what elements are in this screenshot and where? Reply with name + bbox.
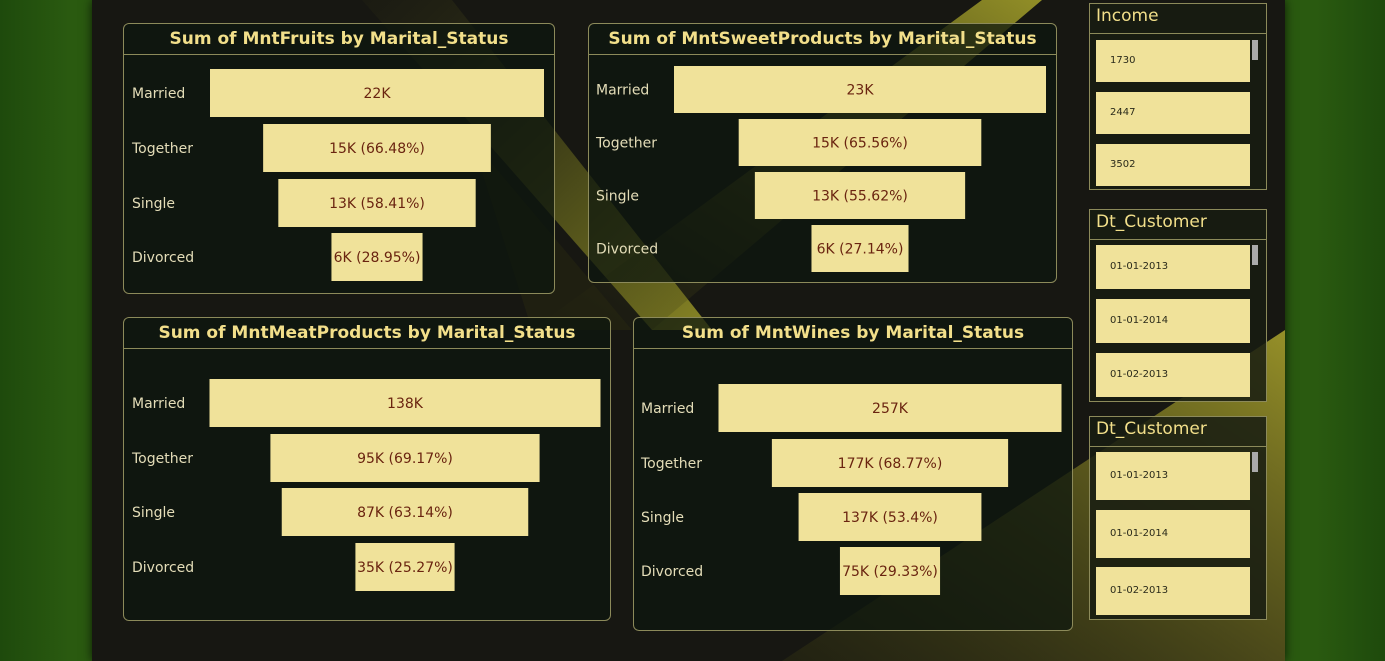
funnel-bar-married[interactable]: [209, 379, 601, 427]
category-label: Single: [132, 196, 175, 212]
chart-panel-wines[interactable]: Sum of MntWines by Marital_Status 257K Ma…: [633, 317, 1073, 631]
data-label: 138K: [387, 396, 424, 412]
chart-title: Sum of MntMeatProducts by Marital_Status: [124, 318, 610, 349]
slicer-item[interactable]: 1730: [1096, 40, 1250, 82]
category-label: Together: [640, 456, 702, 472]
funnel-bar-single[interactable]: [281, 488, 529, 536]
category-label: Divorced: [132, 250, 194, 266]
dt-customer-slicer-1[interactable]: Dt_Customer 01-01-2013 01-01-2014 01-02-…: [1089, 209, 1267, 402]
report-canvas: Sum of MntFruits by Marital_Status 22K Ma…: [92, 0, 1285, 661]
data-label: 13K (58.41%): [329, 196, 425, 212]
slicer-divider: [1090, 239, 1266, 240]
category-label: Divorced: [596, 242, 658, 258]
dt-customer-slicer-2[interactable]: Dt_Customer 01-01-2013 01-01-2014 01-02-…: [1089, 416, 1267, 620]
data-label: 6K (28.95%): [334, 250, 421, 266]
slicer-item[interactable]: 2447: [1096, 92, 1250, 134]
slicer-item[interactable]: 3502: [1096, 144, 1250, 186]
slicer-scrollbar[interactable]: [1252, 245, 1258, 265]
funnel-chart-fruits: 22K Married 15K (66.48%) Together 13K (58.41…: [131, 69, 544, 281]
data-label: 137K (53.4%): [842, 510, 938, 526]
funnel-bar-divorced[interactable]: [839, 547, 941, 595]
slicer-item[interactable]: 01-01-2013: [1096, 245, 1250, 289]
data-label: 87K (63.14%): [357, 505, 453, 521]
data-label: 22K: [364, 86, 392, 102]
data-label: 35K (25.27%): [357, 560, 453, 576]
category-label: Single: [132, 505, 175, 521]
category-label: Together: [131, 451, 193, 467]
slicer-divider: [1090, 33, 1266, 34]
funnel-bar-single[interactable]: [278, 179, 476, 227]
funnel-bar-single[interactable]: [798, 493, 982, 541]
data-label: 95K (69.17%): [357, 451, 453, 467]
slicer-scrollbar[interactable]: [1252, 452, 1258, 472]
slicer-item[interactable]: 01-02-2013: [1096, 353, 1250, 397]
funnel-chart-wines: 257K Married 177K (68.77%) Together 137K (53…: [640, 384, 1062, 595]
slicer-item[interactable]: 01-01-2014: [1096, 299, 1250, 343]
income-slicer[interactable]: Income 1730 2447 3502: [1089, 3, 1267, 190]
funnel-bar-married[interactable]: [210, 69, 544, 117]
slicer-item[interactable]: 01-01-2013: [1096, 452, 1250, 500]
category-label: Divorced: [132, 560, 194, 576]
data-label: 13K (55.62%): [812, 189, 908, 205]
category-label: Married: [132, 396, 185, 412]
funnel-bar-divorced[interactable]: [331, 233, 423, 281]
chart-panel-meat-products[interactable]: Sum of MntMeatProducts by Marital_Status…: [123, 317, 611, 621]
chart-title: Sum of MntFruits by Marital_Status: [124, 24, 554, 55]
funnel-bar-together[interactable]: [263, 124, 491, 172]
category-label: Married: [132, 86, 185, 102]
chart-panel-sweet-products[interactable]: Sum of MntSweetProducts by Marital_Statu…: [588, 23, 1057, 283]
funnel-bar-married[interactable]: [674, 66, 1046, 113]
data-label: 15K (65.56%): [812, 136, 908, 152]
category-label: Together: [131, 141, 193, 157]
slicer-item[interactable]: 01-02-2013: [1096, 567, 1250, 615]
chart-title: Sum of MntSweetProducts by Marital_Statu…: [589, 24, 1056, 55]
funnel-chart-meat-products: 138K Married 95K (69.17%) Together 87K (63.1…: [131, 379, 601, 591]
funnel-bar-together[interactable]: [270, 434, 540, 482]
category-label: Divorced: [641, 564, 703, 580]
category-label: Together: [595, 136, 657, 152]
funnel-bar-married[interactable]: [718, 384, 1062, 432]
slicer-item[interactable]: 01-01-2014: [1096, 510, 1250, 558]
data-label: 75K (29.33%): [842, 564, 938, 580]
data-label: 23K: [847, 83, 875, 99]
funnel-bar-single[interactable]: [754, 172, 966, 219]
category-label: Married: [596, 83, 649, 99]
category-label: Single: [596, 189, 639, 205]
slicer-divider: [1090, 446, 1266, 447]
slicer-title: Dt_Customer: [1096, 419, 1207, 439]
funnel-bar-divorced[interactable]: [811, 225, 909, 272]
slicer-title: Dt_Customer: [1096, 212, 1207, 232]
funnel-bar-together[interactable]: [771, 439, 1009, 487]
data-label: 177K (68.77%): [838, 456, 943, 472]
chart-title: Sum of MntWines by Marital_Status: [634, 318, 1072, 349]
slicer-scrollbar[interactable]: [1252, 40, 1258, 60]
funnel-bar-together[interactable]: [738, 119, 982, 166]
funnel-bar-divorced[interactable]: [355, 543, 455, 591]
data-label: 6K (27.14%): [817, 242, 904, 258]
category-label: Married: [641, 401, 694, 417]
data-label: 257K: [872, 401, 909, 417]
chart-panel-fruits[interactable]: Sum of MntFruits by Marital_Status 22K Ma…: [123, 23, 555, 294]
data-label: 15K (66.48%): [329, 141, 425, 157]
category-label: Single: [641, 510, 684, 526]
funnel-chart-sweet-products: 23K Married 15K (65.56%) Together 13K (55.62…: [595, 66, 1046, 272]
slicer-title: Income: [1096, 6, 1159, 26]
